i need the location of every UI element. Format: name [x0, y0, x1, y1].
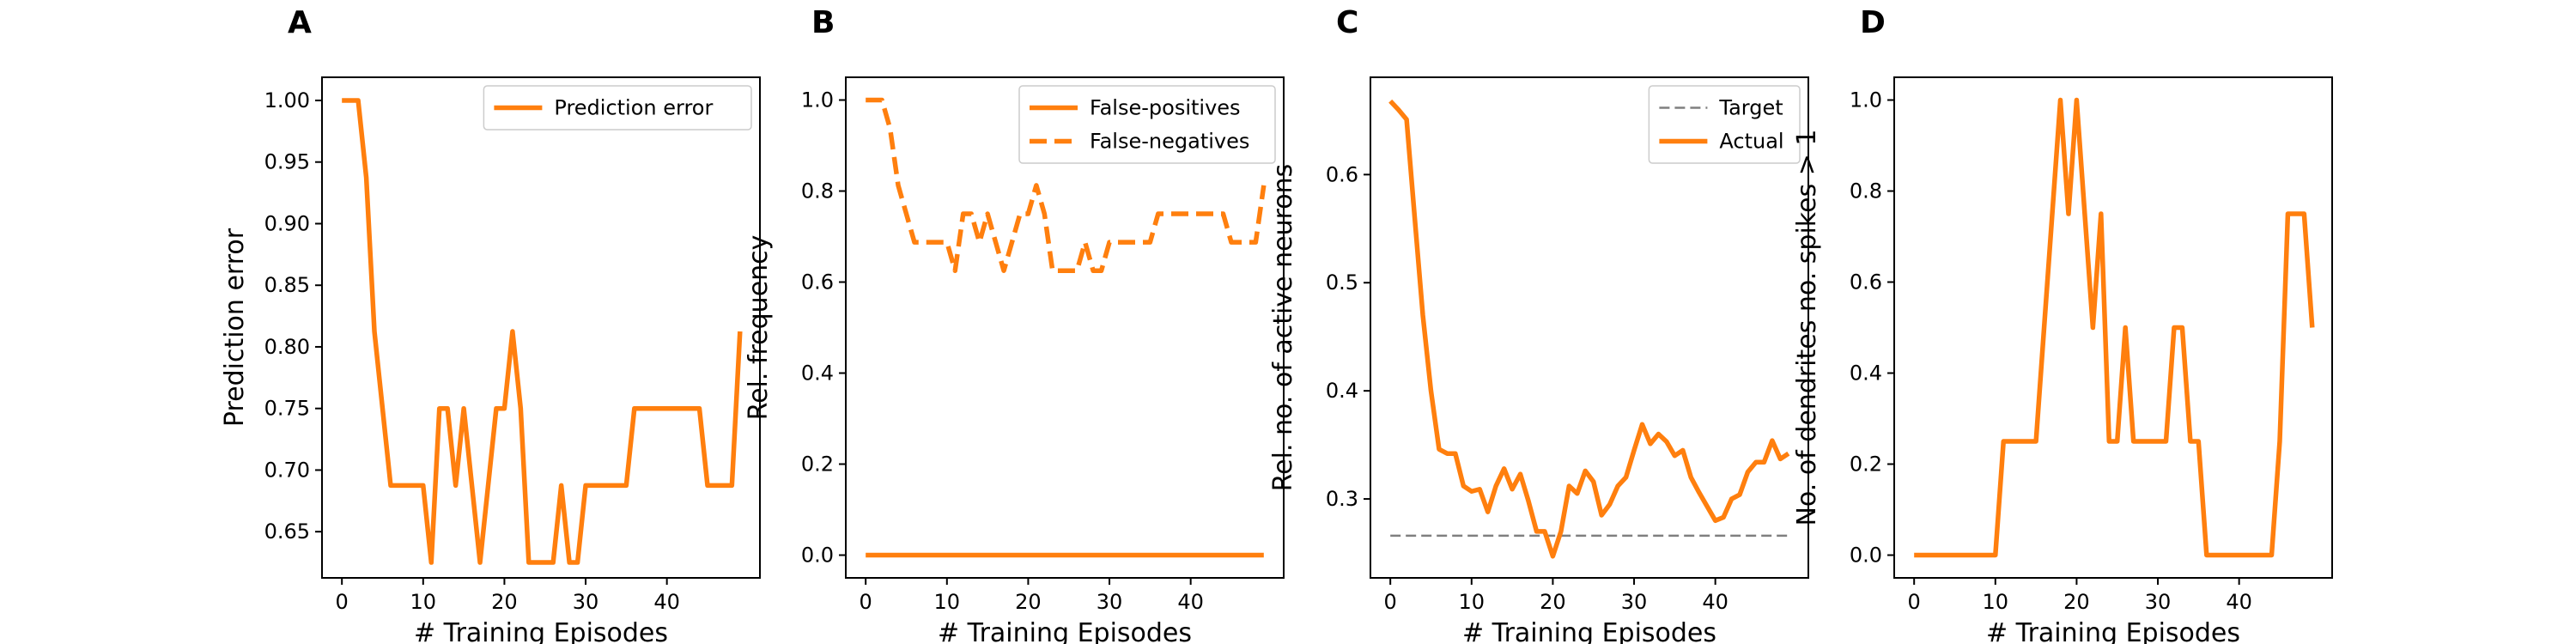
x-tick-label: 40	[2226, 590, 2252, 614]
y-tick-label: 0.4	[1326, 379, 1358, 403]
x-axis-label: # Training Episodes	[938, 618, 1192, 644]
legend-label: Prediction error	[554, 96, 713, 120]
panel-letter: A	[288, 5, 312, 40]
x-tick-label: 30	[1097, 590, 1123, 614]
x-tick-label: 10	[1983, 590, 2009, 614]
x-tick-label: 0	[1384, 590, 1397, 614]
x-tick-label: 10	[934, 590, 961, 614]
y-tick-label: 0.0	[801, 544, 834, 568]
y-tick-label: 0.70	[264, 458, 310, 482]
y-tick-label: 0.80	[264, 335, 310, 359]
x-axis-label: # Training Episodes	[414, 618, 668, 644]
y-tick-label: 0.65	[264, 519, 310, 544]
x-tick-label: 20	[491, 590, 518, 614]
y-tick-label: 0.8	[801, 179, 834, 204]
y-axis-label: Rel. no. of active neurons	[1268, 164, 1298, 492]
legend-label: False-negatives	[1090, 130, 1249, 154]
y-tick-label: 0.3	[1326, 487, 1358, 511]
y-tick-label: 1.0	[801, 88, 834, 112]
series-line-actual	[1388, 99, 1790, 559]
x-tick-label: 10	[410, 590, 437, 614]
x-tick-label: 30	[573, 590, 599, 614]
x-axis-label: # Training Episodes	[1462, 618, 1716, 644]
y-tick-label: 0.2	[1850, 453, 1882, 477]
y-tick-label: 0.75	[264, 397, 310, 421]
y-tick-label: 0.5	[1326, 270, 1358, 295]
panel-letter: D	[1860, 5, 1886, 40]
legend: Target Actual	[1648, 85, 1801, 164]
panel-letter: B	[811, 5, 835, 40]
legend-label: False-positives	[1090, 96, 1241, 120]
legend-label: Target	[1718, 96, 1783, 120]
y-tick-label: 0.90	[264, 211, 310, 235]
y-tick-label: 0.6	[801, 270, 834, 295]
plot-frame	[1893, 76, 2333, 579]
x-tick-label: 40	[653, 590, 680, 614]
y-tick-label: 0.95	[264, 150, 310, 174]
y-tick-label: 0.4	[801, 361, 834, 386]
x-tick-label: 0	[860, 590, 872, 614]
x-tick-label: 0	[336, 590, 349, 614]
y-axis-label: No. of dendrites no. spikes > 1	[1792, 129, 1822, 526]
y-tick-label: 0.8	[1850, 179, 1882, 204]
y-tick-label: 1.00	[264, 88, 310, 112]
y-tick-label: 0.6	[1326, 162, 1358, 186]
series-line-prediction-error	[342, 98, 743, 565]
y-tick-label: 0.4	[1850, 361, 1882, 386]
series-line-false-negatives	[866, 97, 1267, 273]
x-tick-label: 40	[1177, 590, 1204, 614]
plot-frame	[321, 76, 761, 579]
legend: False-positives False-negatives	[1018, 85, 1276, 164]
panel-c: C 0 10 20 30 40 0.3 0.4 0.5 0.6 # Training Episode…	[1268, 5, 1809, 644]
x-tick-label: 40	[1702, 590, 1728, 614]
x-tick-label: 30	[1621, 590, 1648, 614]
y-tick-label: 0.0	[1850, 544, 1882, 568]
x-tick-label: 0	[1908, 590, 1921, 614]
legend-label: Actual	[1719, 130, 1783, 154]
legend: Prediction error	[483, 85, 752, 131]
y-tick-label: 0.2	[801, 453, 834, 477]
x-tick-label: 10	[1459, 590, 1485, 614]
x-tick-label: 30	[2145, 590, 2172, 614]
y-axis-label: Prediction error	[220, 228, 250, 427]
legend-box	[1018, 85, 1276, 164]
plot-frame	[845, 76, 1285, 579]
x-tick-label: 20	[2063, 590, 2090, 614]
legend-box	[483, 85, 752, 131]
y-axis-label: Rel. frequency	[744, 235, 774, 421]
series-line-0	[1914, 97, 2315, 558]
y-tick-label: 0.6	[1850, 270, 1882, 295]
x-tick-label: 20	[1540, 590, 1566, 614]
legend-box	[1648, 85, 1801, 164]
x-axis-label: # Training Episodes	[1986, 618, 2240, 644]
y-tick-label: 1.0	[1850, 88, 1882, 112]
panel-letter: C	[1336, 5, 1358, 40]
panel-d: D 0 10 20 30 40 0.0 0.2 0.4 0.6 0.8 1.0 # Training E…	[1792, 5, 2333, 644]
plot-frame	[1370, 76, 1809, 579]
panel-a: A 0 10 20 30 40 0.65 0.70 0.75 0.80 0.85 0.90 0.95 1.…	[220, 5, 761, 644]
y-tick-label: 0.85	[264, 273, 310, 297]
panel-b: B 0 10 20 30 40 0.0 0.2 0.4 0.6 0.8 1.0 # Training E…	[744, 5, 1285, 644]
x-tick-label: 20	[1015, 590, 1042, 614]
